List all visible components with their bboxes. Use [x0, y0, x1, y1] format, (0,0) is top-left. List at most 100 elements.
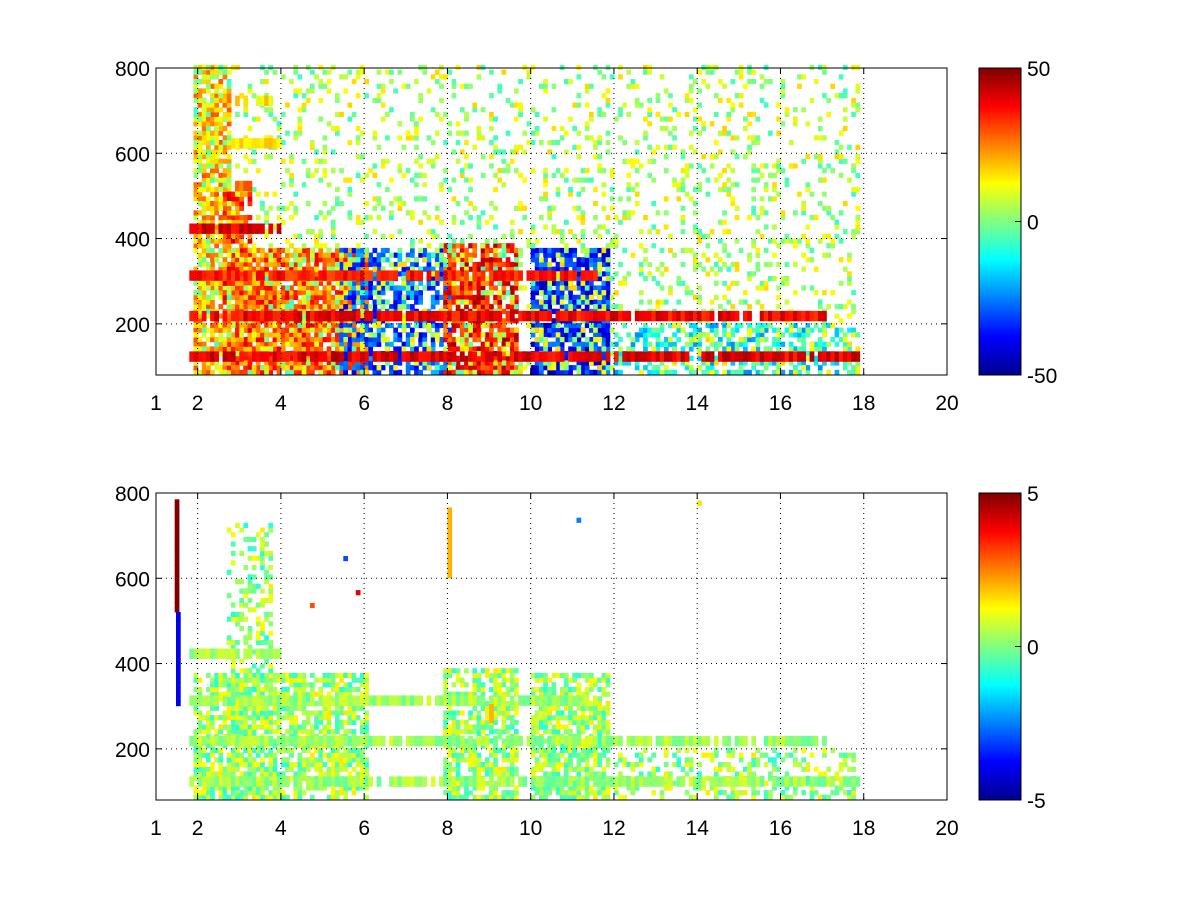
heatmap-cell — [297, 107, 303, 113]
heatmap-cell — [751, 186, 756, 193]
heatmap-cell — [834, 332, 840, 338]
heatmap-cell — [310, 88, 315, 94]
heatmap-cell — [430, 271, 436, 277]
heatmap-cell — [206, 215, 211, 221]
heatmap-cell — [339, 341, 344, 347]
heatmap-cell — [768, 346, 773, 352]
heatmap-cell — [722, 327, 727, 333]
heatmap-cell — [634, 149, 640, 155]
heatmap-cell — [747, 215, 752, 221]
heatmap-cell — [589, 346, 594, 352]
heatmap-cell — [206, 294, 211, 300]
heatmap-cell — [197, 322, 203, 329]
heatmap-cell — [768, 79, 773, 85]
heatmap-cell — [618, 219, 623, 225]
heatmap-cell — [201, 121, 207, 127]
heatmap-cell — [788, 322, 794, 329]
heatmap-cell — [218, 79, 224, 85]
heatmap-cell — [368, 252, 373, 258]
heatmap-cell — [822, 177, 827, 183]
heatmap-cell — [584, 351, 590, 362]
heatmap-cell — [218, 172, 224, 178]
heatmap-cell — [364, 294, 369, 300]
heatmap-cell — [264, 135, 269, 141]
heatmap-cell — [276, 360, 282, 366]
heatmap-cell — [601, 369, 607, 375]
heatmap-cell — [564, 304, 569, 310]
heatmap-cell — [210, 351, 215, 362]
heatmap-cell — [210, 69, 215, 75]
heatmap-cell — [493, 365, 498, 371]
heatmap-cell — [210, 294, 215, 300]
heatmap-cell — [222, 290, 228, 296]
heatmap-cell — [447, 280, 453, 286]
heatmap-cell — [713, 154, 719, 160]
heatmap-cell — [285, 261, 290, 268]
heatmap-cell — [472, 327, 478, 333]
heatmap-cell — [705, 322, 711, 329]
heatmap-cell — [597, 168, 602, 174]
heatmap-cell — [347, 351, 353, 362]
heatmap-cell — [355, 252, 361, 258]
heatmap-cell — [576, 215, 582, 221]
heatmap-cell — [842, 304, 848, 310]
heatmap-cell — [251, 266, 257, 272]
heatmap-cell — [688, 369, 694, 375]
heatmap-cell — [214, 83, 219, 89]
heatmap-cell — [505, 163, 511, 169]
heatmap-cell — [822, 135, 827, 141]
heatmap-cell — [239, 261, 244, 268]
heatmap-cell — [405, 304, 411, 310]
heatmap-cell — [301, 290, 307, 296]
heatmap-cell — [793, 290, 798, 296]
heatmap-cell — [360, 318, 365, 324]
heatmap-cell — [280, 74, 286, 80]
heatmap-cell — [468, 351, 473, 362]
heatmap-cell — [468, 341, 473, 347]
heatmap-cell — [826, 233, 831, 239]
heatmap-cell — [297, 252, 303, 258]
heatmap-cell — [572, 266, 577, 272]
heatmap-cell — [418, 266, 423, 272]
heatmap-cell — [230, 233, 236, 239]
heatmap-cell — [426, 365, 432, 371]
heatmap-cell — [543, 88, 548, 94]
heatmap-cell — [397, 135, 403, 141]
heatmap-cell — [480, 257, 486, 263]
heatmap-cell — [322, 290, 328, 296]
heatmap-cell — [543, 332, 548, 338]
heatmap-cell — [580, 332, 586, 338]
heatmap-cell — [605, 271, 611, 277]
heatmap-cell — [243, 107, 249, 113]
heatmap-cell — [193, 140, 199, 146]
heatmap-cell — [243, 215, 249, 221]
heatmap-cell — [464, 252, 469, 258]
heatmap-cell — [551, 332, 557, 338]
heatmap-cell — [376, 215, 382, 221]
heatmap-cell — [197, 341, 203, 347]
heatmap-cell — [318, 337, 324, 343]
heatmap-cell — [343, 177, 348, 183]
heatmap-cell — [235, 191, 240, 197]
heatmap-cell — [318, 351, 324, 362]
heatmap-cell — [314, 238, 319, 244]
heatmap-cell — [576, 304, 582, 310]
heatmap-cell — [489, 154, 494, 160]
heatmap-cell — [547, 247, 552, 254]
heatmap-cell — [472, 337, 478, 343]
heatmap-cell — [459, 365, 465, 371]
heatmap-cell — [489, 125, 494, 132]
heatmap-cell — [580, 243, 586, 249]
heatmap-cell — [222, 215, 228, 221]
heatmap-cell — [360, 257, 365, 263]
heatmap-cell — [264, 365, 269, 371]
heatmap-cell — [647, 111, 652, 117]
heatmap-cell — [493, 355, 498, 361]
heatmap-cell — [364, 280, 369, 286]
heatmap-cell — [609, 172, 615, 178]
heatmap-cell — [564, 177, 569, 183]
heatmap-cell — [809, 327, 815, 333]
heatmap-cell — [239, 266, 244, 272]
heatmap-cell — [722, 125, 727, 132]
heatmap-cell — [605, 294, 611, 300]
